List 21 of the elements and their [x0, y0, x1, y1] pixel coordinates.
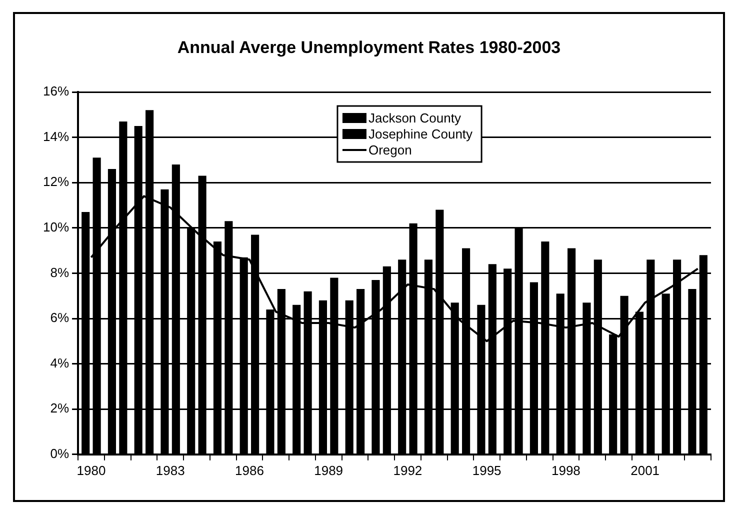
chart-title: Annual Averge Unemployment Rates 1980-2003: [176, 38, 562, 58]
x-tick-label: 1992: [393, 462, 422, 478]
y-tick-label: 0%: [50, 446, 70, 461]
y-tick-label: 6%: [50, 310, 70, 326]
x-tick-label: 1986: [234, 462, 264, 478]
y-tick-label: 2%: [50, 400, 70, 416]
y-tick-label: 8%: [50, 264, 70, 280]
x-tick-label: 1980: [76, 462, 106, 478]
y-tick-label: 14%: [42, 128, 70, 144]
y-tick-label: 12%: [42, 174, 70, 190]
legend-label: Jackson County: [368, 110, 462, 126]
x-tick-label: 1983: [156, 462, 185, 478]
y-tick-label: 10%: [42, 219, 70, 234]
y-tick-label: 16%: [42, 84, 70, 99]
legend-label: Oregon: [368, 142, 412, 158]
x-tick-label: 1989: [314, 462, 344, 478]
y-tick-label: 4%: [50, 355, 70, 370]
legend-label: Josephine County: [368, 126, 474, 142]
x-tick-label: 2001: [630, 462, 660, 478]
x-tick-label: 1995: [472, 462, 502, 478]
x-tick-label: 1998: [551, 462, 580, 478]
